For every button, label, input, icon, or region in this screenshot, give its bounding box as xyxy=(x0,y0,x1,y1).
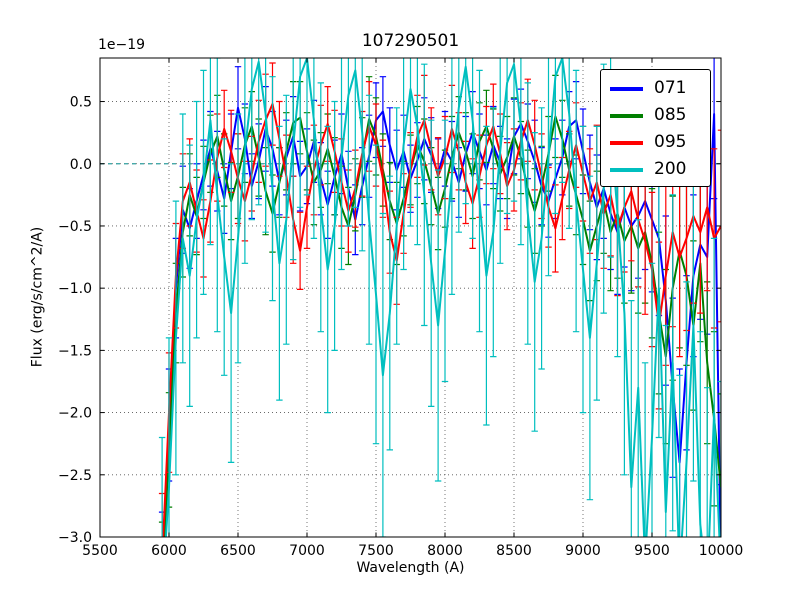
x-tick-label-6500: 6500 xyxy=(220,543,256,559)
axes-border xyxy=(99,57,722,538)
x-tick-label-9500: 9500 xyxy=(634,543,670,559)
legend-label-095: 095 xyxy=(654,132,687,152)
x-tick-label-5500: 5500 xyxy=(82,543,118,559)
legend-label-200: 200 xyxy=(654,159,687,179)
y-tick-label-−2.0: −2.0 xyxy=(58,406,92,422)
x-tick-label-7000: 7000 xyxy=(289,543,325,559)
y-tick-label-−1.0: −1.0 xyxy=(58,281,92,297)
x-tick-label-9000: 9000 xyxy=(565,543,601,559)
legend: 071 085 095 200 xyxy=(600,69,711,187)
x-tick-label-6000: 6000 xyxy=(151,543,187,559)
legend-label-071: 071 xyxy=(654,78,687,98)
y-tick-label-−1.5: −1.5 xyxy=(58,343,92,359)
y-tick-label-0.5: 0.5 xyxy=(70,95,92,111)
x-axis-label: Wavelength (A) xyxy=(356,560,465,576)
legend-entry-085: 085 xyxy=(601,102,710,129)
legend-line-085 xyxy=(610,113,643,118)
y-axis-offset-text: 1e−19 xyxy=(98,37,146,53)
series-line-200 xyxy=(164,58,721,537)
legend-entry-071: 071 xyxy=(601,75,710,102)
series-line-095 xyxy=(162,103,721,537)
y-tick-label-−2.5: −2.5 xyxy=(58,468,92,484)
legend-entry-200: 200 xyxy=(601,156,710,183)
y-tick-label-0.0: 0.0 xyxy=(70,157,92,173)
x-tick-label-7500: 7500 xyxy=(358,543,394,559)
legend-line-071 xyxy=(610,86,643,91)
y-tick-label-−3.0: −3.0 xyxy=(58,530,92,546)
y-axis-label: Flux (erg/s/cm^2/A) xyxy=(29,226,46,368)
series-line-085 xyxy=(163,115,721,537)
legend-label-085: 085 xyxy=(654,105,687,125)
series-line-071 xyxy=(162,106,721,537)
legend-entry-095: 095 xyxy=(601,129,710,156)
series-group xyxy=(158,58,721,537)
legend-line-200 xyxy=(610,167,643,172)
x-tick-label-8500: 8500 xyxy=(496,543,532,559)
x-tick-label-10000: 10000 xyxy=(699,543,744,559)
y-tick-label-−0.5: −0.5 xyxy=(58,219,92,235)
x-tick-label-8000: 8000 xyxy=(427,543,463,559)
legend-line-095 xyxy=(610,140,643,145)
plot-title: 107290501 xyxy=(361,31,460,51)
